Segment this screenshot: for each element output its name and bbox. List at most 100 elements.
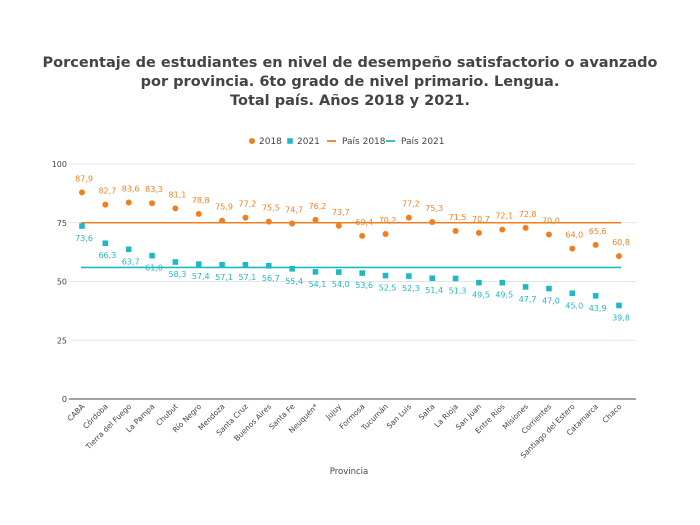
data-label-2018: 70,7 <box>472 215 490 224</box>
point-2018 <box>569 245 576 252</box>
data-label-2018: 77,2 <box>239 200 257 209</box>
x-tick-label: Chaco <box>601 402 624 425</box>
data-label-2018: 65,6 <box>589 227 607 236</box>
point-2021 <box>382 272 389 279</box>
legend: 2018 2021 País 2018 País 2021 <box>249 137 445 147</box>
point-2021 <box>476 279 482 286</box>
data-label-2021: 47,0 <box>542 297 560 306</box>
point-2021 <box>312 269 319 275</box>
data-label-2018: 87,9 <box>75 174 93 183</box>
point-2018 <box>592 241 599 248</box>
point-2021 <box>616 302 622 309</box>
point-2018 <box>382 231 389 238</box>
chart-title-line-1: Porcentaje de estudiantes en nivel de de… <box>43 55 658 71</box>
point-2021 <box>219 262 225 268</box>
data-label-2021: 56,7 <box>262 274 280 283</box>
data-label-2018: 69,4 <box>355 218 373 227</box>
data-label-2021: 57,1 <box>215 273 233 282</box>
y-tick-label: 50 <box>57 278 67 287</box>
legend-marker-2021 <box>287 138 293 144</box>
data-label-2021: 54,1 <box>309 280 327 289</box>
data-label-2018: 73,7 <box>332 208 350 217</box>
point-2021 <box>242 262 249 268</box>
point-2021 <box>522 284 529 290</box>
data-label-2021: 49,5 <box>495 291 513 300</box>
legend-label: País 2021 <box>401 137 445 147</box>
data-label-2021: 55,4 <box>285 277 303 286</box>
series-2018: 87,9 82,7 83,6 83,3 81,1 78,8 75,9 77,2 75,5 74,7… <box>75 174 630 260</box>
x-tick-label: CABA <box>65 401 87 423</box>
data-label-2018: 77,2 <box>402 200 420 209</box>
y-tick-label: 100 <box>52 160 67 169</box>
data-label-2021: 63,7 <box>122 257 140 266</box>
point-2021 <box>195 261 202 267</box>
x-tick-label: Jujuy <box>323 402 343 422</box>
x-tick-label: Salta <box>417 402 437 422</box>
point-2018 <box>125 199 132 206</box>
chart-title-line-3: Total país. Años 2018 y 2021. <box>230 93 470 109</box>
point-2021 <box>289 266 295 272</box>
legend-label: 2018 <box>259 137 282 147</box>
point-2018 <box>172 205 179 212</box>
point-2018 <box>545 231 552 238</box>
point-2021 <box>79 223 85 229</box>
point-2021 <box>499 279 506 286</box>
data-label-2021: 58,3 <box>168 270 186 279</box>
data-label-2021: 45,0 <box>565 301 583 310</box>
point-2018 <box>79 189 85 196</box>
data-label-2021: 52,5 <box>379 284 397 293</box>
point-2021 <box>359 270 365 276</box>
point-2018 <box>405 214 412 221</box>
legend-marker-2018 <box>249 138 255 144</box>
point-2021 <box>336 269 342 275</box>
point-2021 <box>172 259 179 265</box>
point-2021 <box>569 290 576 297</box>
data-label-2021: 47,7 <box>519 295 537 304</box>
data-label-2018: 70,2 <box>379 216 397 225</box>
point-2018 <box>475 229 482 236</box>
data-label-2018: 82,7 <box>98 187 116 196</box>
data-label-2021: 51,4 <box>425 286 443 295</box>
data-label-2018: 74,7 <box>285 205 303 214</box>
point-2018 <box>102 201 109 208</box>
point-2018 <box>242 214 249 221</box>
legend-label: 2021 <box>297 137 320 147</box>
data-label-2018: 72,8 <box>519 210 537 219</box>
data-label-2018: 83,6 <box>122 185 140 194</box>
data-label-2021: 57,4 <box>192 272 210 281</box>
point-2018 <box>359 232 366 239</box>
data-label-2021: 61,0 <box>145 264 163 273</box>
data-label-2018: 76,2 <box>309 202 327 211</box>
point-2018 <box>312 216 319 223</box>
data-label-2021: 73,6 <box>75 234 93 243</box>
point-2018 <box>616 253 622 260</box>
point-2018 <box>522 224 529 231</box>
data-label-2018: 78,8 <box>192 196 210 205</box>
y-tick-label: 25 <box>57 336 67 345</box>
data-label-2021: 49,5 <box>472 291 490 300</box>
point-2021 <box>149 252 155 259</box>
gridlines <box>69 163 636 400</box>
point-2018 <box>499 226 506 233</box>
point-2018 <box>335 222 342 229</box>
data-label-2021: 66,3 <box>98 251 116 260</box>
legend-label: País 2018 <box>342 137 386 147</box>
point-2021 <box>125 246 132 253</box>
point-2018 <box>265 218 272 225</box>
data-label-2018: 64,0 <box>565 231 583 240</box>
y-tick-label: 0 <box>62 395 67 404</box>
data-label-2021: 54,0 <box>332 280 350 289</box>
x-tick-label: San Luis <box>385 402 414 431</box>
y-axis-ticks: 0 25 50 75 100 <box>52 160 67 404</box>
data-label-2021: 57,1 <box>239 273 257 282</box>
point-2021 <box>452 275 459 282</box>
point-2018 <box>149 200 156 207</box>
series-2021: 73,6 66,3 63,7 61,0 58,3 57,4 57,1 57,1 56,7 55,4… <box>75 223 630 322</box>
point-2021 <box>102 240 109 246</box>
data-label-2018: 75,3 <box>425 204 443 213</box>
data-label-2018: 60,8 <box>612 238 630 247</box>
data-label-2021: 43,9 <box>589 304 607 313</box>
point-2018 <box>219 217 226 224</box>
